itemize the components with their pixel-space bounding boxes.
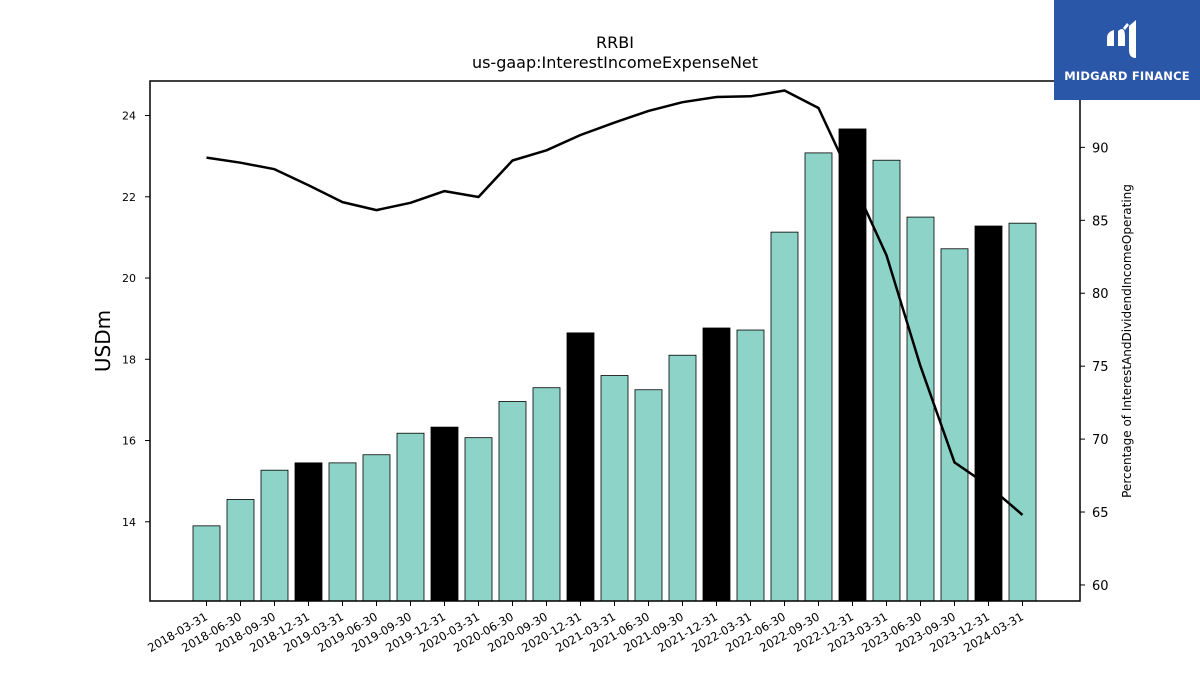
- y2-tick-label: 65: [1092, 506, 1109, 521]
- y-axis-left: 14 16 18 20 22 24: [122, 110, 150, 529]
- bar-2020-06-30: [498, 401, 527, 602]
- bar-series: [192, 128, 1037, 602]
- y2-tick-label: 70: [1092, 433, 1109, 448]
- chart-title: RRBI: [596, 33, 634, 52]
- chart-subtitle: us-gaap:InterestIncomeExpenseNet: [472, 53, 758, 72]
- bar-2018-06-30: [226, 499, 255, 602]
- bar-2018-09-30: [260, 469, 289, 602]
- bar-2020-03-31: [464, 437, 493, 602]
- bar-2024-03-31: [1008, 222, 1037, 602]
- bar-2021-06-30: [634, 389, 663, 602]
- bar-2022-06-30: [770, 231, 799, 602]
- bar-2021-12-31: [702, 327, 731, 602]
- bar-2023-09-30: [940, 248, 969, 602]
- logo-mark-icon: [1107, 20, 1136, 58]
- y-tick-label: 18: [122, 353, 136, 366]
- y-tick-label: 22: [122, 191, 136, 204]
- y2-tick-label: 90: [1092, 141, 1109, 156]
- y-tick-label: 16: [122, 435, 136, 448]
- y2-axis-label: Percentage of InterestAndDividendIncomeO…: [1120, 184, 1134, 498]
- bar-2021-03-31: [600, 375, 629, 602]
- y-axis-label: USDm: [91, 310, 115, 372]
- bar-2023-06-30: [906, 216, 935, 602]
- bar-2018-03-31: [192, 525, 221, 602]
- y2-tick-label: 85: [1092, 214, 1109, 229]
- y-tick-label: 20: [122, 272, 136, 285]
- bar-2022-12-31: [838, 128, 867, 602]
- bar-2018-12-31: [294, 462, 323, 602]
- bar-2019-06-30: [362, 454, 391, 602]
- y-axis-right: 60 65 70 75 80 85 90: [1080, 141, 1109, 594]
- bar-2020-12-31: [566, 332, 595, 602]
- percentage-line: [206, 89, 1024, 516]
- bar-2019-12-31: [430, 426, 459, 602]
- bar-2023-03-31: [872, 159, 901, 602]
- y2-tick-label: 75: [1092, 360, 1109, 375]
- bar-2020-09-30: [532, 387, 561, 602]
- bar-2022-09-30: [804, 152, 833, 602]
- bar-2019-09-30: [396, 432, 425, 602]
- logo-text: MIDGARD FINANCE: [1064, 69, 1190, 83]
- y-tick-label: 14: [122, 516, 136, 529]
- x-axis: 2018-03-312018-06-302018-09-302018-12-31…: [145, 601, 1026, 655]
- bar-2022-03-31: [736, 329, 765, 602]
- midgard-finance-logo: MIDGARD FINANCE: [1054, 0, 1200, 100]
- line-series: [206, 89, 1024, 516]
- y2-tick-label: 80: [1092, 287, 1109, 302]
- y-tick-label: 24: [122, 110, 136, 123]
- bar-2023-12-31: [974, 225, 1003, 602]
- bar-2021-09-30: [668, 354, 697, 602]
- y2-tick-label: 60: [1092, 579, 1109, 594]
- bar-2019-03-31: [328, 462, 357, 602]
